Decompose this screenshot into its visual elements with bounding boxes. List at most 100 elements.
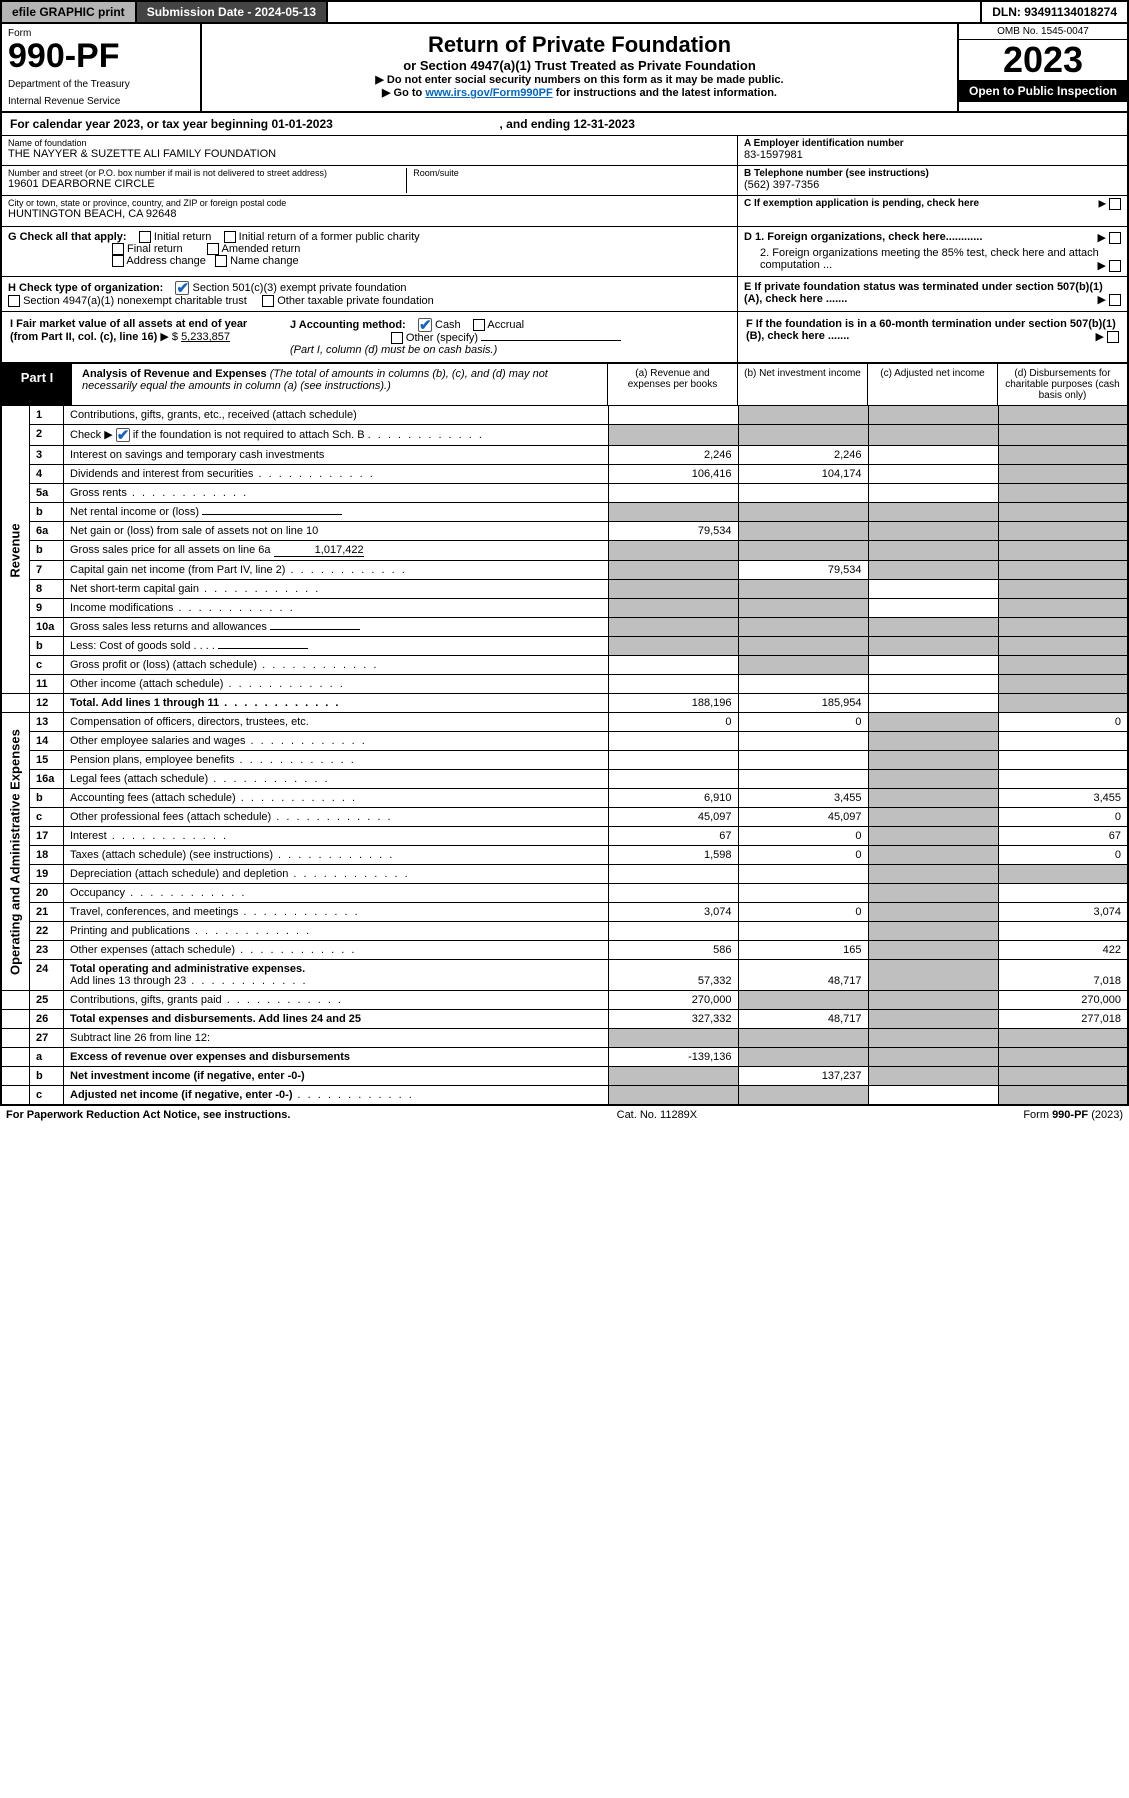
c-checkbox[interactable] bbox=[1109, 198, 1121, 210]
expenses-side-label: Operating and Administrative Expenses bbox=[1, 713, 30, 991]
val-12b: 185,954 bbox=[738, 694, 868, 713]
ln-20: 20 bbox=[30, 884, 64, 903]
desc-10a: Gross sales less returns and allowances bbox=[70, 621, 267, 633]
ln-13: 13 bbox=[30, 713, 64, 732]
ln-6a: 6a bbox=[30, 522, 64, 541]
col-b-header: (b) Net investment income bbox=[737, 364, 867, 405]
h-label: H Check type of organization: bbox=[8, 282, 163, 294]
ln-27: 27 bbox=[30, 1029, 64, 1048]
desc-6b: Gross sales price for all assets on line… bbox=[70, 544, 271, 556]
val-27aa: -139,136 bbox=[608, 1048, 738, 1067]
f-label: F If the foundation is in a 60-month ter… bbox=[746, 318, 1116, 342]
val-13a: 0 bbox=[608, 713, 738, 732]
g-initial-former-chk[interactable] bbox=[224, 231, 236, 243]
part1-table: Revenue 1 Contributions, gifts, grants, … bbox=[0, 406, 1129, 1106]
val-23a: 586 bbox=[608, 941, 738, 960]
j-accrual-chk[interactable] bbox=[473, 319, 485, 331]
ln-9: 9 bbox=[30, 599, 64, 618]
form-subtitle: or Section 4947(a)(1) Trust Treated as P… bbox=[212, 58, 947, 73]
g-amended-chk[interactable] bbox=[207, 243, 219, 255]
h-opt3: Other taxable private foundation bbox=[277, 295, 434, 307]
g-final-chk[interactable] bbox=[112, 243, 124, 255]
desc-21: Travel, conferences, and meetings bbox=[70, 906, 238, 918]
part1-label: Part I bbox=[2, 364, 72, 405]
val-16bb: 3,455 bbox=[738, 789, 868, 808]
j-accrual: Accrual bbox=[487, 319, 524, 331]
ln-1: 1 bbox=[30, 406, 64, 425]
part1-title: Analysis of Revenue and Expenses bbox=[82, 368, 267, 380]
j-cash-chk[interactable] bbox=[418, 318, 432, 332]
ln-24: 24 bbox=[30, 960, 64, 991]
desc-27c: Adjusted net income (if negative, enter … bbox=[70, 1089, 292, 1101]
val-12a: 188,196 bbox=[608, 694, 738, 713]
ln-10b: b bbox=[30, 637, 64, 656]
form-header: Form 990-PF Department of the Treasury I… bbox=[0, 24, 1129, 113]
e-label: E If private foundation status was termi… bbox=[744, 281, 1103, 305]
ln-26: 26 bbox=[30, 1010, 64, 1029]
e-checkbox[interactable] bbox=[1109, 294, 1121, 306]
ln-27a: a bbox=[30, 1048, 64, 1067]
desc-14: Other employee salaries and wages bbox=[70, 735, 245, 747]
ln-25: 25 bbox=[30, 991, 64, 1010]
footer-right: Form 990-PF (2023) bbox=[1023, 1109, 1123, 1121]
tax-year: 2023 bbox=[959, 40, 1127, 80]
irs-link[interactable]: www.irs.gov/Form990PF bbox=[425, 87, 552, 99]
g-d-row: G Check all that apply: Initial return I… bbox=[0, 227, 1129, 277]
g-opt-amended: Amended return bbox=[222, 243, 301, 255]
note-ssn: ▶ Do not enter social security numbers o… bbox=[212, 73, 947, 86]
ln-27b: b bbox=[30, 1067, 64, 1086]
desc-8: Net short-term capital gain bbox=[70, 583, 199, 595]
sch-b-chk[interactable] bbox=[116, 428, 130, 442]
h-e-row: H Check type of organization: Section 50… bbox=[0, 277, 1129, 312]
efile-print-btn[interactable]: efile GRAPHIC print bbox=[2, 2, 137, 22]
val-4b: 104,174 bbox=[738, 465, 868, 484]
j-other-chk[interactable] bbox=[391, 332, 403, 344]
val-24d: 7,018 bbox=[998, 960, 1128, 991]
val-16bd: 3,455 bbox=[998, 789, 1128, 808]
val-21a: 3,074 bbox=[608, 903, 738, 922]
desc-4: Dividends and interest from securities bbox=[70, 468, 253, 480]
val-21d: 3,074 bbox=[998, 903, 1128, 922]
ln-16c: c bbox=[30, 808, 64, 827]
desc-9: Income modifications bbox=[70, 602, 173, 614]
val-18a: 1,598 bbox=[608, 846, 738, 865]
val-17a: 67 bbox=[608, 827, 738, 846]
j-label: J Accounting method: bbox=[290, 319, 406, 331]
ln-18: 18 bbox=[30, 846, 64, 865]
val-26a: 327,332 bbox=[608, 1010, 738, 1029]
h-other-chk[interactable] bbox=[262, 295, 274, 307]
f-checkbox[interactable] bbox=[1107, 331, 1119, 343]
d1-checkbox[interactable] bbox=[1109, 232, 1121, 244]
note-goto: ▶ Go to www.irs.gov/Form990PF for instru… bbox=[212, 86, 947, 99]
h-501c3-chk[interactable] bbox=[175, 281, 189, 295]
val-16ca: 45,097 bbox=[608, 808, 738, 827]
g-name-chk[interactable] bbox=[215, 255, 227, 267]
ln-4: 4 bbox=[30, 465, 64, 484]
desc-7: Capital gain net income (from Part IV, l… bbox=[70, 564, 285, 576]
d2-checkbox[interactable] bbox=[1109, 260, 1121, 272]
ln-14: 14 bbox=[30, 732, 64, 751]
ein-label: A Employer identification number bbox=[744, 138, 1121, 149]
ln-23: 23 bbox=[30, 941, 64, 960]
desc-27b: Net investment income (if negative, ente… bbox=[70, 1070, 305, 1082]
val-6a: 79,534 bbox=[608, 522, 738, 541]
ln-15: 15 bbox=[30, 751, 64, 770]
col-a-header: (a) Revenue and expenses per books bbox=[607, 364, 737, 405]
desc-27a: Excess of revenue over expenses and disb… bbox=[70, 1051, 350, 1063]
h-opt1: Section 501(c)(3) exempt private foundat… bbox=[193, 282, 407, 294]
j-note: (Part I, column (d) must be on cash basi… bbox=[290, 344, 497, 356]
ln-10a: 10a bbox=[30, 618, 64, 637]
val-18d: 0 bbox=[998, 846, 1128, 865]
g-initial-return-chk[interactable] bbox=[139, 231, 151, 243]
desc-2: Check ▶ if the foundation is not require… bbox=[64, 425, 609, 446]
d2-label: 2. Foreign organizations meeting the 85%… bbox=[760, 247, 1099, 271]
city-label: City or town, state or province, country… bbox=[8, 198, 731, 208]
desc-24b: Add lines 13 through 23 bbox=[70, 975, 186, 987]
g-address-chk[interactable] bbox=[112, 255, 124, 267]
val-21b: 0 bbox=[738, 903, 868, 922]
ln-12: 12 bbox=[30, 694, 64, 713]
h-4947-chk[interactable] bbox=[8, 295, 20, 307]
val-24b: 48,717 bbox=[738, 960, 868, 991]
desc-17: Interest bbox=[70, 830, 107, 842]
tel-value: (562) 397-7356 bbox=[744, 179, 1121, 191]
